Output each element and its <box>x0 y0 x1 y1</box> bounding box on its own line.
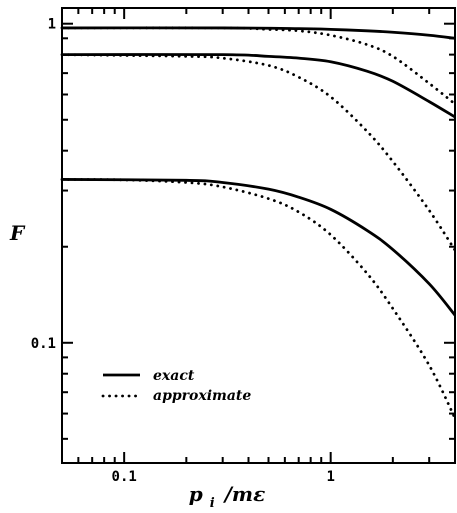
major-ticks <box>62 8 455 463</box>
series-approximate-bottom-curve <box>60 178 457 420</box>
minor-ticks <box>61 8 456 463</box>
series-exact-bottom-curve <box>61 178 457 317</box>
series-exact-top-curve <box>61 26 456 40</box>
tick-labels: 0.1 1 0.1 1 <box>31 17 335 485</box>
legend: exact approximate <box>101 368 251 404</box>
x-tick-label: 0.1 <box>112 469 137 485</box>
series-approximate-top-curve <box>60 26 457 106</box>
legend-approximate-label: approximate <box>153 388 251 404</box>
plot-frame <box>61 7 456 464</box>
series-exact-middle-curve <box>61 53 456 119</box>
legend-exact-label: exact <box>153 368 195 384</box>
x-tick-label: 1 <box>326 469 334 485</box>
x-axis-label-rest: /mε <box>223 482 266 506</box>
y-tick-label: 1 <box>48 17 56 33</box>
x-axis-label-main: p <box>189 482 203 506</box>
x-axis-label: p i /mε <box>189 482 266 512</box>
x-axis-label-sub: i <box>210 496 215 511</box>
y-tick-label: 0.1 <box>31 336 56 352</box>
series-approximate-middle-curve <box>60 53 457 252</box>
curves <box>60 26 457 420</box>
y-axis-label: F <box>9 221 26 245</box>
